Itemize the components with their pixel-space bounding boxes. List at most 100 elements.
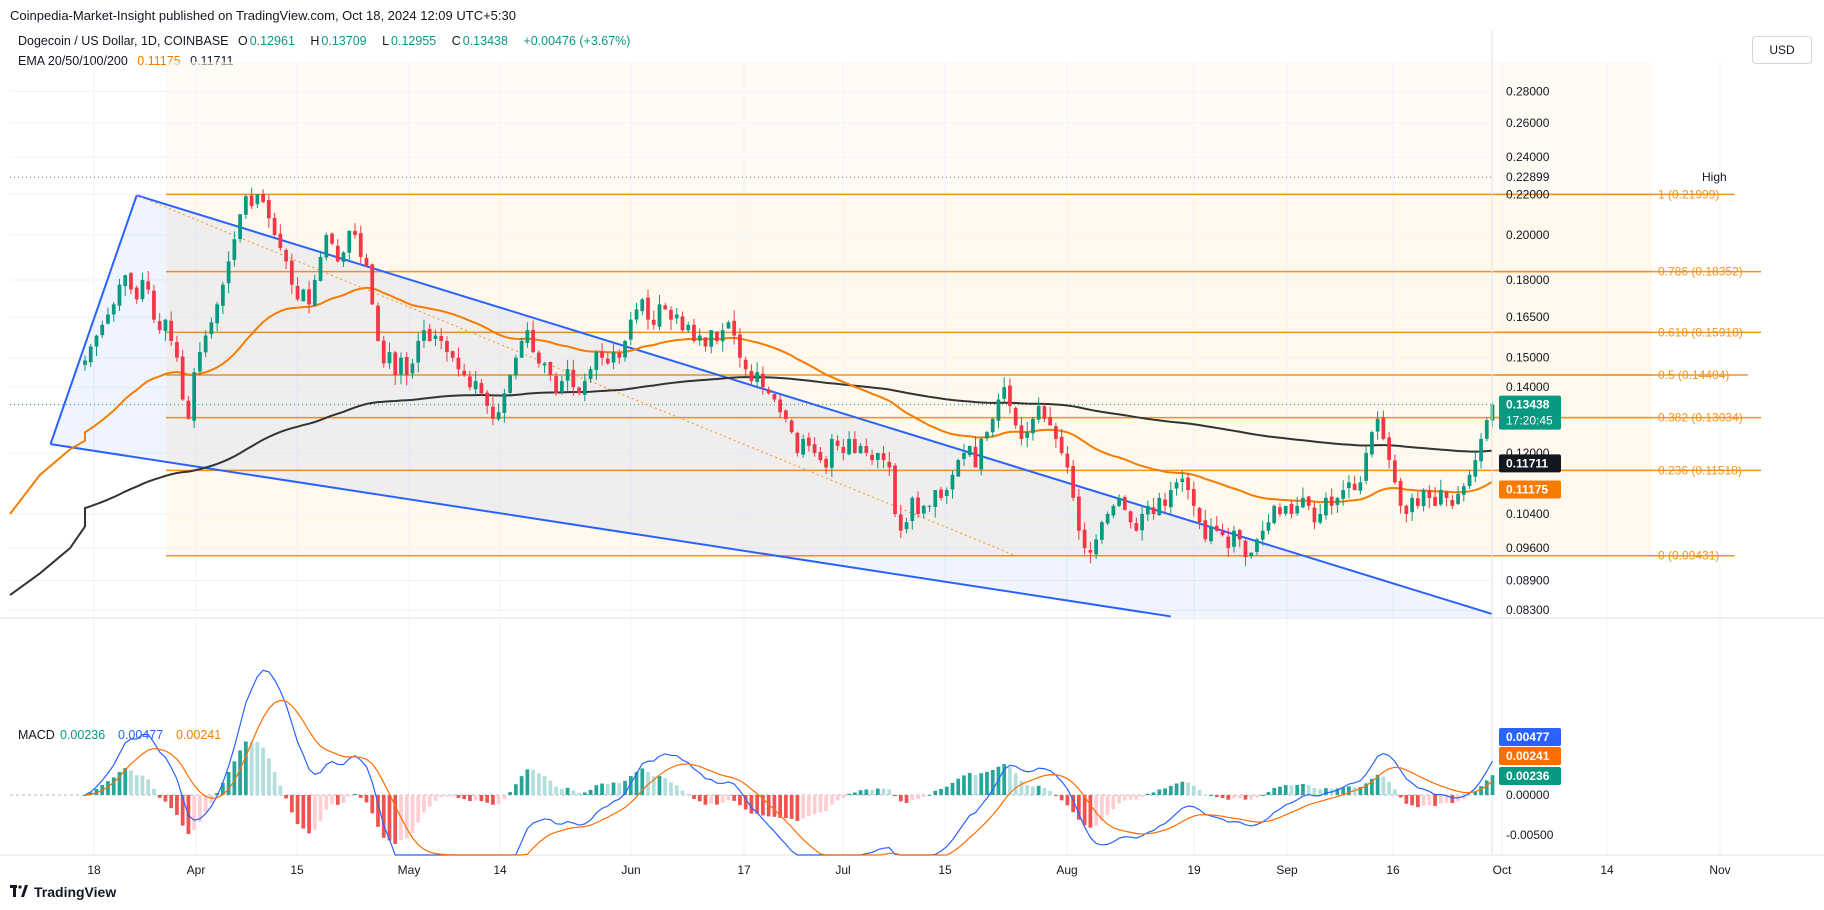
candle — [904, 517, 909, 534]
candle — [473, 371, 478, 395]
candle-body — [284, 250, 288, 262]
macd-hist-bar — [433, 795, 438, 801]
candle — [548, 361, 553, 381]
candle-body — [129, 273, 133, 290]
candle — [198, 342, 202, 376]
candle — [1048, 406, 1053, 426]
candle — [1082, 522, 1087, 555]
candle — [416, 332, 421, 373]
price-tick-label: 0.28000 — [1506, 84, 1550, 98]
macd-hist-bar — [232, 761, 237, 795]
candle-body — [916, 497, 920, 514]
candle-body — [468, 376, 472, 388]
candle-body — [640, 299, 645, 312]
macd-hist-bar — [106, 781, 110, 795]
candle-body — [1347, 482, 1351, 489]
candle — [1473, 452, 1478, 483]
macd-hist-bar — [525, 769, 530, 795]
candle — [669, 306, 673, 331]
candle — [479, 378, 484, 396]
macd-hist-bar — [1249, 795, 1254, 800]
candle — [640, 297, 645, 316]
macd-hist-bar — [1220, 795, 1225, 798]
candle — [1490, 401, 1495, 428]
macd-hist-bar — [312, 795, 317, 830]
candle-body — [146, 281, 151, 290]
candle — [852, 431, 857, 454]
time-tick-label: Apr — [187, 863, 206, 877]
candle — [864, 438, 869, 457]
candle — [663, 302, 668, 310]
candle — [1019, 417, 1024, 446]
candle-body — [801, 438, 805, 455]
macd-hist-bar — [1191, 785, 1196, 795]
macd-hist-bar — [881, 788, 886, 795]
macd-hist-bar — [1375, 774, 1380, 795]
candle — [709, 330, 714, 354]
macd-hist-bar — [1099, 795, 1104, 821]
candle-body — [117, 284, 122, 306]
macd-hist-bar — [1174, 783, 1179, 795]
macd-hist-bar — [1105, 795, 1110, 816]
ema-label: EMA 20/50/100/200 — [18, 54, 128, 68]
macd-hist-bar — [1295, 784, 1300, 795]
high-label: High — [1702, 170, 1727, 184]
macd-hist-bar — [646, 771, 650, 795]
candle-body — [1019, 425, 1024, 439]
candle-body — [1364, 452, 1369, 481]
candle — [1243, 539, 1248, 566]
candle — [1031, 416, 1035, 441]
candle-body — [134, 287, 139, 300]
macd-hist-bar — [634, 771, 639, 795]
macd-hist-bar — [1301, 784, 1305, 795]
macd-hist-bar — [198, 795, 202, 822]
candle-body — [272, 217, 277, 235]
candle-body — [663, 305, 668, 310]
macd-hist-bar — [795, 795, 800, 821]
current-price-badge-bg — [1499, 395, 1561, 430]
candle-body — [1484, 420, 1489, 439]
signal-badge: 0.00241 — [1506, 749, 1550, 763]
macd-hist-bar — [1484, 780, 1489, 795]
tradingview-footer[interactable]: TradingView — [10, 884, 116, 900]
macd-hist-bar — [370, 795, 375, 814]
candle-body — [1249, 552, 1254, 557]
ema50-badge: 0.11175 — [1506, 483, 1548, 497]
hist-badge: 0.00236 — [1506, 769, 1550, 783]
candle — [491, 397, 495, 426]
candle-body — [588, 369, 593, 380]
currency-button[interactable]: USD — [1752, 36, 1812, 64]
macd-hist-bar — [381, 795, 386, 838]
publisher-line: Coinpedia-Market-Insight published on Tr… — [10, 8, 516, 23]
candle — [456, 347, 461, 377]
candle — [1002, 377, 1007, 402]
candle-body — [1054, 426, 1058, 439]
candle-body — [1398, 480, 1403, 506]
macd-hist-bar — [778, 795, 783, 818]
macd-hist-bar — [548, 780, 553, 795]
price-tick-label: 0.26000 — [1506, 116, 1550, 130]
candle — [1438, 479, 1443, 507]
macd-hist-bar — [94, 788, 99, 795]
macd-hist-bar — [766, 795, 771, 817]
candle-body — [548, 361, 553, 376]
candle — [1392, 454, 1397, 485]
macd-hist-bar — [169, 795, 174, 809]
candle — [726, 320, 731, 329]
candle-body — [111, 304, 116, 315]
candle — [807, 432, 811, 452]
macd-hist-bar — [1335, 788, 1340, 795]
candle — [985, 430, 989, 442]
candle — [1197, 506, 1202, 530]
macd-hist-bar — [565, 787, 570, 795]
time-tick-label: 18 — [87, 863, 101, 877]
candle-body — [715, 331, 719, 341]
macd-hist-bar — [1421, 795, 1426, 806]
candle-body — [1180, 478, 1185, 483]
candle — [502, 388, 507, 423]
macd-hist-bar — [1163, 788, 1167, 795]
candle — [651, 310, 656, 330]
candle-body — [542, 363, 547, 366]
candle — [1071, 460, 1076, 502]
